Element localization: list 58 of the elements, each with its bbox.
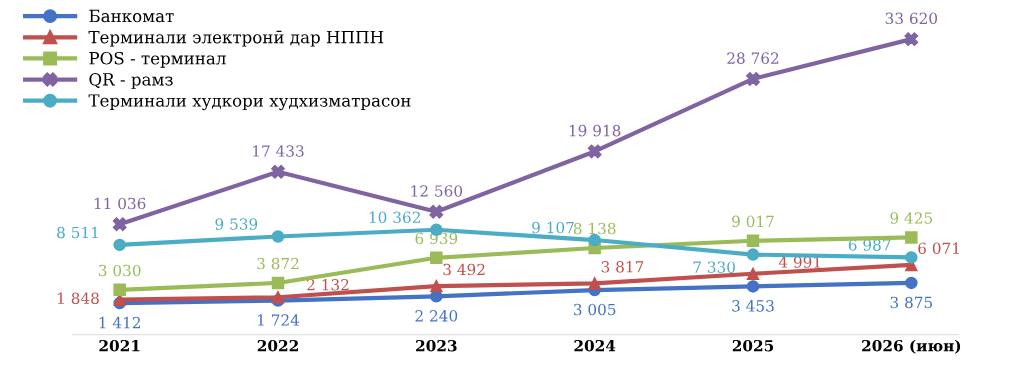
point: [746, 71, 760, 86]
data-label: 9 017: [732, 215, 774, 228]
data-label: 1 724: [258, 314, 300, 326]
data-label: 3 492: [443, 263, 485, 276]
legend-label: Терминали худкори худхизматрасон: [88, 94, 411, 111]
point: [113, 238, 126, 252]
point: [746, 234, 760, 248]
point: [746, 280, 760, 293]
x-tick-label: 2024: [574, 339, 616, 352]
data-label: 8 138: [573, 222, 616, 235]
legend-label: POS - терминал: [89, 51, 226, 68]
data-label: 6 071: [918, 242, 959, 255]
point: [271, 230, 285, 243]
x-tick-label: 2026 (июн): [862, 339, 961, 354]
x-tick-label: 2025: [732, 339, 774, 352]
data-label: 3 005: [573, 303, 616, 316]
data-label: 3 030: [98, 264, 141, 277]
point: [905, 231, 918, 244]
legend-label: Терминали электронӣ дар НППН: [88, 30, 384, 47]
data-label: 9 425: [890, 212, 933, 224]
data-label: 3 453: [732, 300, 774, 312]
point: [271, 290, 285, 304]
data-label: 1 848: [58, 292, 99, 304]
x-tick-label: 2021: [99, 339, 140, 352]
point: [429, 204, 444, 219]
point: [904, 32, 919, 47]
data-label: 19 918: [569, 124, 621, 137]
point: [430, 279, 443, 293]
legend-label: QR - рамз: [89, 73, 173, 89]
point: [746, 267, 760, 281]
data-label: 9 107: [532, 221, 574, 234]
x-tick-label: 2023: [416, 339, 457, 352]
point: [905, 276, 918, 290]
data-label: 1 412: [99, 316, 141, 329]
data-label: 8 511: [57, 226, 98, 239]
point: [112, 217, 127, 232]
data-label: 10 362: [369, 211, 420, 224]
data-label: 3 872: [257, 257, 299, 270]
point: [271, 276, 285, 290]
data-label: 11 036: [94, 197, 146, 210]
point: [746, 248, 760, 261]
legend-label: Банкомат: [89, 9, 174, 23]
point: [430, 251, 443, 265]
data-label: 28 762: [727, 52, 779, 64]
data-label: 12 560: [411, 185, 463, 197]
x-tick-label: 2022: [257, 339, 298, 352]
point: [588, 277, 601, 290]
data-label: 33 620: [885, 12, 938, 25]
data-label: 7 330: [693, 261, 735, 273]
point: [905, 251, 918, 264]
data-label: 3 875: [890, 296, 933, 309]
data-label: 3 817: [601, 261, 644, 273]
data-label: 9 539: [215, 218, 258, 230]
point: [271, 164, 285, 179]
data-label: 17 433: [253, 145, 304, 157]
point: [587, 144, 602, 159]
point: [113, 283, 126, 297]
data-label: 2 240: [415, 310, 458, 322]
